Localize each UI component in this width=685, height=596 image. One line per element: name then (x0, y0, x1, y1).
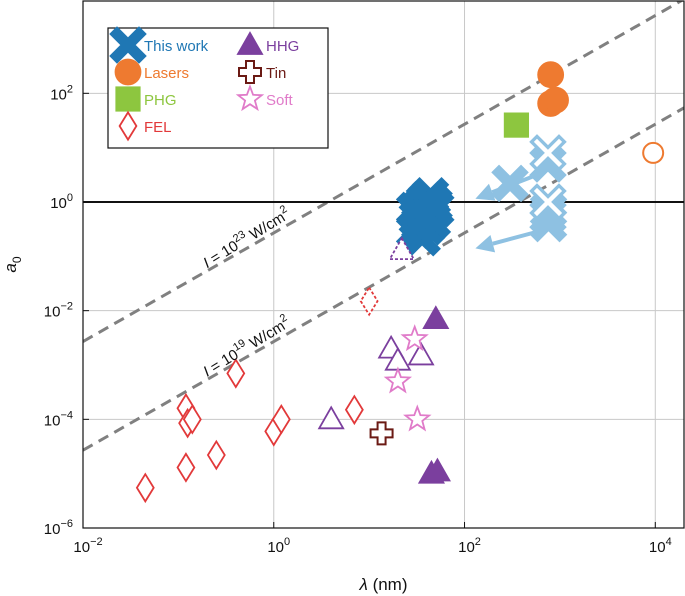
legend-marker-lasers (114, 58, 142, 86)
point-tin (369, 421, 394, 446)
point-soft (383, 366, 413, 394)
series-lasers-hollow (642, 141, 665, 164)
point-lasers-hollow (642, 141, 665, 164)
x-tick-label: 100 (267, 536, 290, 556)
point-fel (271, 404, 291, 435)
legend-marker-tin (238, 60, 262, 84)
legend-label-phg: PHG (144, 92, 177, 109)
x-tick-label: 104 (649, 536, 672, 556)
point-phg (503, 112, 530, 138)
legend-label-lasers: Lasers (144, 65, 189, 82)
y-tick-label: 10−4 (44, 409, 73, 429)
legend-item-phg: PHG (115, 86, 177, 112)
point-fel (344, 394, 364, 426)
series-tin (369, 421, 394, 446)
legend-label-hhg: HHG (266, 38, 299, 55)
legend-marker-hhg (236, 31, 264, 55)
x-tick-label: 102 (458, 536, 481, 556)
legend-item-this-work: This work (109, 26, 209, 64)
series-hhg-dashed (388, 236, 416, 261)
legend-marker-this-work (109, 26, 147, 64)
point-hhg (423, 457, 451, 482)
legend-item-hhg: HHG (236, 31, 299, 55)
legend-marker-phg (115, 86, 141, 112)
data-markers (135, 61, 665, 504)
plot-frame (82, 0, 685, 529)
point-hhg-hollow (317, 405, 345, 430)
point-lasers (542, 86, 569, 114)
point-fel (182, 404, 202, 435)
legend-item-lasers: Lasers (114, 58, 189, 86)
legend-label-tin: Tin (266, 65, 286, 82)
y-tick-label: 102 (50, 83, 73, 103)
isointensity-line-2 (83, 106, 684, 452)
legend-label-fel: FEL (144, 119, 172, 136)
legend-item-soft: Soft (235, 84, 294, 112)
legend-label-soft: Soft (266, 92, 294, 109)
point-this-work (407, 180, 446, 219)
point-hhg (422, 305, 450, 329)
series-this-work-hollow (529, 134, 567, 221)
series-hhg-hollow (317, 334, 435, 430)
series-this-work (395, 177, 455, 257)
series-soft (383, 324, 432, 432)
isointensity-line-1 (83, 1, 684, 343)
point-hhg-hollow (407, 341, 435, 366)
point-soft (403, 404, 432, 432)
legend-box (107, 27, 329, 149)
legend-marker-soft (235, 84, 265, 112)
y-tick-label: 100 (50, 192, 73, 212)
point-fel (226, 358, 246, 389)
point-this-work-hollow (529, 183, 567, 221)
legend-marker-fel (118, 110, 138, 142)
series-fel-dashed (359, 285, 379, 317)
point-fel (176, 452, 196, 483)
point-fel-dashed (359, 285, 379, 317)
y-axis-label: a0 (1, 256, 24, 272)
series-lasers (537, 61, 569, 117)
point-soft (400, 324, 429, 352)
series-fel (135, 358, 364, 504)
legend-item-tin: Tin (238, 60, 286, 84)
point-this-work-simulation (491, 164, 529, 203)
series-hhg (417, 305, 451, 484)
series-phg (503, 112, 530, 138)
axis-ticks: 10−2 100 102 104 10−6 10−4 10−2 100 102 (44, 83, 672, 556)
point-fel (206, 439, 226, 471)
y-tick-label: 10−6 (44, 518, 73, 538)
y-tick-label: 10−2 (44, 301, 73, 321)
isointensity-label-2: I = 1019 W/cm2 (199, 312, 294, 381)
point-fel (135, 472, 155, 504)
point-hhg-dashed (388, 236, 416, 261)
point-this-work-hollow (529, 134, 567, 172)
x-tick-label: 10−2 (73, 536, 102, 556)
isointensity-lines (83, 1, 684, 452)
point-lasers (537, 61, 565, 89)
legend-label-this-work: This work (144, 38, 209, 55)
legend-item-fel: FEL (118, 110, 172, 142)
x-axis-label: λ (nm) (358, 575, 407, 594)
isointensity-label-1: I = 1023 W/cm2 (199, 203, 294, 272)
legend: This work Lasers PHG FEL HHG Tin Soft (107, 26, 329, 149)
